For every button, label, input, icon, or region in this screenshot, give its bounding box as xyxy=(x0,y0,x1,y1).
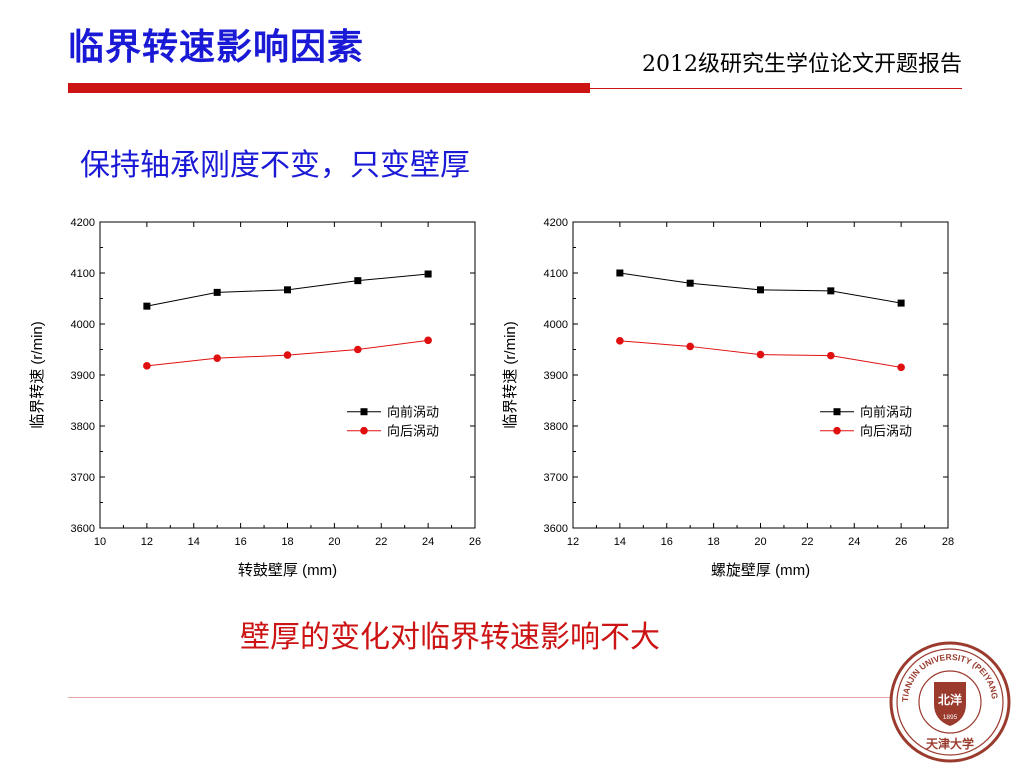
y-tick-label: 4200 xyxy=(544,217,568,229)
subheading: 保持轴承刚度不变，只变壁厚 xyxy=(80,148,470,183)
y-tick-label: 3600 xyxy=(71,523,95,535)
x-tick-label: 14 xyxy=(188,536,200,548)
data-point-square xyxy=(897,299,905,307)
x-tick-label: 18 xyxy=(281,536,293,548)
y-tick-label: 4000 xyxy=(544,319,568,331)
data-point-circle xyxy=(756,350,765,359)
data-point-square xyxy=(284,286,291,294)
y-tick-label: 3600 xyxy=(544,523,568,535)
data-point-square xyxy=(757,286,764,294)
legend-label: 向前涡动 xyxy=(387,405,439,420)
legend-marker-circle xyxy=(833,426,841,435)
data-point-circle xyxy=(283,351,292,359)
title-underline-line xyxy=(590,88,962,89)
x-tick-label: 20 xyxy=(754,536,766,548)
seal-year-text: 1895 xyxy=(943,714,958,721)
y-tick-label: 4100 xyxy=(544,268,568,280)
plot-frame xyxy=(572,221,949,529)
data-point-square xyxy=(143,302,151,310)
seal-center-text: 北洋 xyxy=(938,692,962,707)
y-tick-label: 3700 xyxy=(71,472,95,484)
x-tick-label: 24 xyxy=(848,536,860,548)
x-tick-label: 12 xyxy=(567,536,579,548)
x-tick-label: 28 xyxy=(942,536,954,548)
x-axis-label: 转鼓壁厚 (mm) xyxy=(238,562,337,579)
y-tick-label: 4000 xyxy=(71,319,95,331)
x-axis-label: 螺旋壁厚 (mm) xyxy=(711,562,810,579)
data-point-circle xyxy=(213,354,221,362)
x-tick-label: 22 xyxy=(801,536,813,548)
y-tick-label: 4200 xyxy=(71,217,95,229)
data-point-square xyxy=(354,277,362,285)
y-tick-label: 3900 xyxy=(544,370,568,382)
legend-label: 向后涡动 xyxy=(860,424,912,439)
data-point-circle xyxy=(143,362,151,370)
x-tick-label: 16 xyxy=(661,536,673,548)
slide-title: 临界转速影响因素 xyxy=(68,27,365,68)
data-point-circle xyxy=(424,336,432,345)
chart-drum-thickness: 10 12 14 16 18 20 22 24 26 3600 3700 3800 3900 4000 41… xyxy=(29,217,481,579)
y-tick-label: 3900 xyxy=(71,370,95,382)
x-tick-label: 26 xyxy=(469,536,481,548)
data-point-square xyxy=(616,269,624,277)
legend-label: 向前涡动 xyxy=(860,405,912,420)
y-tick-label: 3800 xyxy=(71,421,95,433)
university-seal-logo: TIANJIN UNIVERSITY (PEIYANG UNIVERSITY) … xyxy=(888,640,1011,763)
x-tick-label: 22 xyxy=(375,536,387,548)
data-point-square xyxy=(827,287,835,295)
data-point-circle xyxy=(827,351,835,360)
data-point-circle xyxy=(897,363,905,372)
title-underline-bar xyxy=(68,83,590,93)
legend-marker-square xyxy=(360,408,368,416)
y-tick-label: 4100 xyxy=(71,268,95,280)
x-tick-label: 20 xyxy=(328,536,340,548)
x-tick-label: 24 xyxy=(422,536,434,548)
header-right-text: 2012级研究生学位论文开题报告 xyxy=(642,52,962,77)
legend-label: 向后涡动 xyxy=(387,424,439,439)
footer-divider xyxy=(68,697,898,698)
y-axis-label: 临界转速 (r/min) xyxy=(502,321,519,429)
x-tick-label: 12 xyxy=(141,536,153,548)
conclusion-text: 壁厚的变化对临界转速影响不大 xyxy=(240,620,660,655)
data-point-circle xyxy=(686,342,694,351)
x-tick-label: 16 xyxy=(235,536,247,548)
seal-bottom-text: 天津大学 xyxy=(926,736,974,751)
x-tick-label: 10 xyxy=(94,536,106,548)
data-point-square xyxy=(686,279,694,287)
plot-frame xyxy=(99,221,476,529)
x-tick-label: 26 xyxy=(895,536,907,548)
x-tick-label: 14 xyxy=(614,536,626,548)
y-axis-label: 临界转速 (r/min) xyxy=(29,321,46,429)
chart-spiral-thickness: 12 14 16 18 20 22 24 26 28 3600 3700 3800 3900 4000 41… xyxy=(502,217,954,579)
x-tick-label: 18 xyxy=(708,536,720,548)
data-point-circle xyxy=(616,337,624,345)
y-tick-label: 3800 xyxy=(544,421,568,433)
legend-marker-square xyxy=(833,408,841,416)
data-point-circle xyxy=(354,345,362,354)
y-tick-label: 3700 xyxy=(544,472,568,484)
data-point-square xyxy=(424,270,432,278)
legend-marker-circle xyxy=(360,426,368,435)
data-point-square xyxy=(213,288,221,296)
